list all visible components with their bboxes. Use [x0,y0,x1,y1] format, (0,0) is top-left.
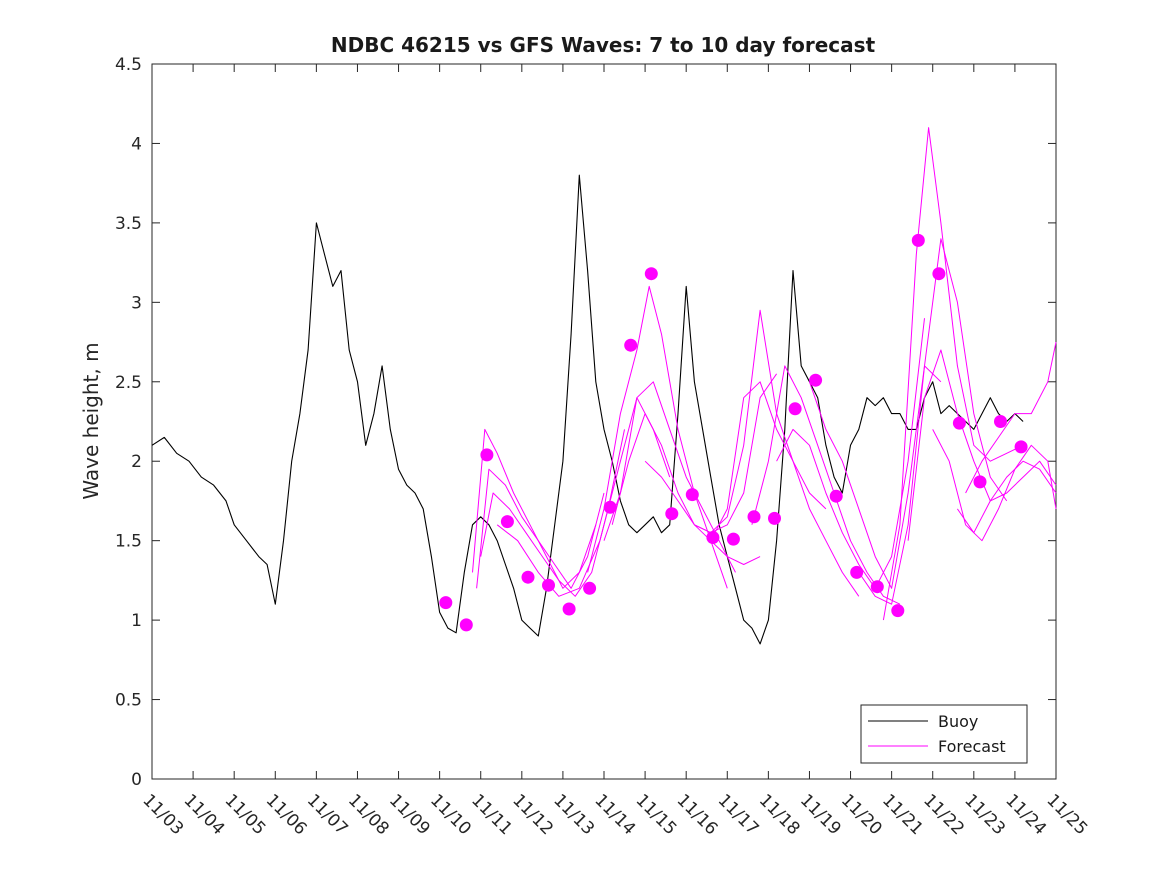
y-tick-label: 4 [131,134,142,154]
forecast-marker [500,515,514,529]
forecast-series [472,428,597,589]
forecast-marker [973,475,987,489]
forecast-marker [747,510,761,524]
plot-area [151,63,1057,780]
forecast-marker [994,415,1007,428]
forecast-marker [788,402,802,416]
forecast-marker [644,267,658,281]
y-tick-label: 1 [131,611,142,631]
y-tick-label: 3 [131,293,142,313]
legend: Buoy Forecast [860,704,1028,764]
forecast-marker [768,511,781,525]
forecast-marker [521,570,535,584]
y-tick-label: 1.5 [115,532,142,552]
forecast-series [476,468,605,589]
y-tick-label: 3.5 [115,214,142,234]
forecast-marker [665,507,679,521]
y-tick-label: 0.5 [115,691,142,711]
forecast-marker [480,448,494,462]
forecast-marker [542,578,555,592]
forecast-series [932,429,1057,542]
forecast-marker [726,532,740,546]
forecast-series [956,460,1057,534]
forecast-marker [850,565,864,579]
forecast-series [809,365,942,589]
chart-title: NDBC 46215 vs GFS Waves: 7 to 10 day for… [331,33,876,57]
forecast-marker [911,233,925,247]
forecast-marker [1014,440,1028,454]
y-tick-label: 2 [131,452,142,472]
forecast-series [776,318,925,589]
buoy-layer [151,174,1024,645]
forecast-marker [891,604,905,618]
forecast-series [882,127,1024,621]
forecast-marker [829,489,843,503]
forecast-marker-layer [439,233,1028,632]
forecast-marker [932,267,946,281]
forecast-marker [459,618,473,632]
legend-forecast-label: Forecast [938,737,1006,756]
legend-box [860,704,1028,764]
forecast-marker [603,500,617,514]
y-tick-label: 4.5 [115,55,142,75]
forecast-marker [583,581,597,595]
forecast-marker [809,373,823,387]
forecast-series [965,341,1057,494]
forecast-marker [870,580,884,594]
forecast-marker [624,338,638,352]
forecast-marker [685,488,699,502]
forecast-series [694,309,827,534]
forecast-marker [562,602,576,616]
forecast-marker [706,531,720,544]
forecast-marker [439,596,453,610]
legend-buoy-label: Buoy [938,712,978,731]
forecast-series [858,238,1008,605]
y-tick-label: 2.5 [115,373,142,393]
forecast-marker [952,416,966,430]
y-tick-label: 0 [131,770,142,790]
buoy-series [151,174,1024,645]
y-axis-label: Wave height, m [79,342,103,499]
forecast-series [611,413,761,565]
forecast-series [587,285,728,589]
